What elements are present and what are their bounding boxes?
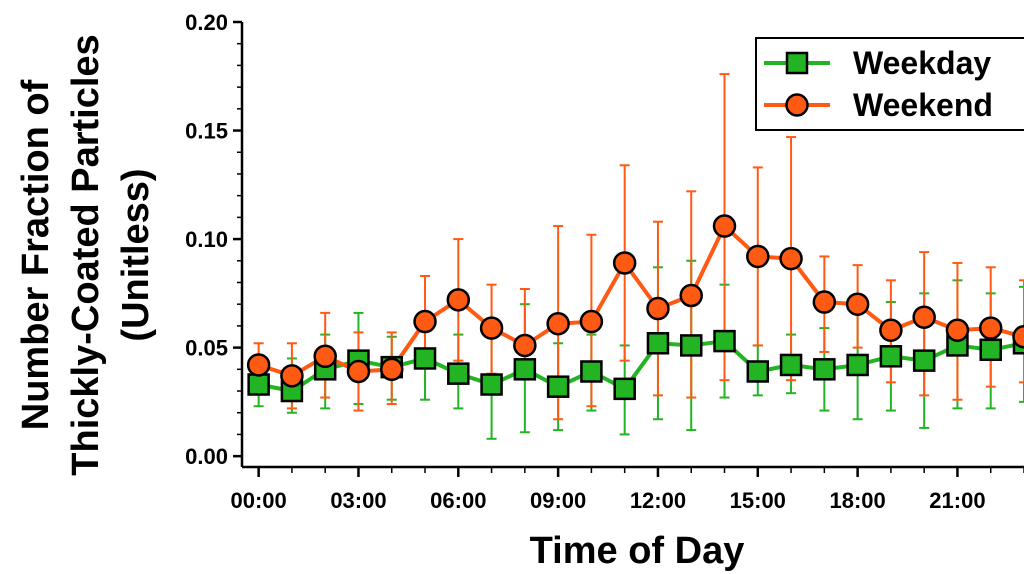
weekend-data-point: [313, 344, 337, 369]
weekend-data-point: [546, 311, 570, 336]
weekday-data-point: [613, 377, 636, 401]
x-axis-title: Time of Day: [530, 530, 745, 572]
data-markers: [246, 214, 1024, 403]
weekend-series-line: [258, 224, 1024, 378]
legend-entry-weekend: Weekend: [764, 87, 993, 123]
weekend-data-point: [612, 251, 637, 275]
legend-label: Weekday: [853, 45, 991, 81]
weekend-data-point: [280, 364, 304, 388]
weekend-data-point: [712, 214, 737, 238]
weekend-data-point: [379, 357, 404, 382]
weekend-data-point: [879, 318, 903, 342]
x-tick-label: 15:00: [730, 488, 786, 513]
weekend-data-point: [1012, 325, 1024, 349]
weekday-data-point: [513, 358, 537, 381]
y-tick-label: 0.10: [185, 227, 228, 252]
weekend-data-point: [679, 283, 703, 308]
weekend-data-point: [746, 244, 770, 269]
weekend-data-point: [978, 316, 1003, 340]
weekday-data-point: [813, 358, 836, 381]
axes: 0.00 0.05 0.10 0.15 0.20 00:00 03:00 06:00 09:00…: [185, 10, 1024, 513]
y-tick-label: 0.15: [185, 119, 228, 144]
y-tick-label: 0.05: [185, 336, 228, 361]
series-lines: [258, 224, 1024, 394]
weekday-data-point: [546, 375, 570, 398]
weekend-data-point: [246, 353, 271, 377]
weekday-data-point: [713, 329, 736, 353]
weekend-data-point: [446, 288, 471, 312]
y-axis-title-line: (Unitless): [115, 168, 157, 341]
weekend-data-point: [646, 296, 670, 321]
x-tick-label: 21:00: [929, 488, 985, 513]
weekday-data-point: [779, 353, 803, 377]
weekday-data-point: [746, 360, 770, 383]
y-axis-title-line: Number Fraction of: [15, 79, 57, 430]
weekday-data-point: [879, 345, 903, 368]
weekend-data-point: [912, 305, 936, 329]
weekend-data-point: [845, 292, 870, 316]
weekend-data-point: [779, 246, 803, 271]
weekday-series-line: [258, 339, 1024, 394]
y-tick-label: 0.00: [185, 444, 228, 469]
weekend-data-point: [945, 318, 970, 342]
y-axis-title: Number Fraction of Thickly-Coated Particl…: [15, 34, 157, 475]
weekday-error-bar: [1019, 285, 1024, 403]
x-tick-label: 18:00: [829, 488, 885, 513]
weekend-data-point: [346, 359, 371, 384]
legend-entry-weekday: Weekday: [764, 45, 991, 81]
weekday-data-point: [247, 373, 270, 396]
weekday-data-point: [846, 353, 869, 377]
x-tick-label: 00:00: [230, 488, 286, 513]
weekday-data-point: [447, 362, 470, 385]
weekday-data-point: [912, 349, 936, 372]
weekday-data-point: [646, 332, 670, 355]
legend-label: Weekend: [853, 87, 993, 123]
weekday-data-point: [679, 334, 703, 357]
y-axis-title-line: Thickly-Coated Particles: [65, 34, 107, 475]
weekday-data-point: [480, 373, 503, 396]
legend: Weekday Weekend: [755, 37, 1024, 131]
x-tick-label: 03:00: [330, 488, 386, 513]
weekend-data-point: [579, 309, 604, 334]
weekend-data-point: [413, 309, 437, 334]
weekend-data-point: [479, 316, 504, 340]
x-tick-label: 09:00: [530, 488, 586, 513]
weekday-data-point: [580, 360, 603, 383]
weekday-data-point: [413, 347, 437, 370]
y-tick-label: 0.20: [185, 10, 228, 35]
x-tick-label: 12:00: [630, 488, 686, 513]
weekend-error-bar: [1019, 279, 1024, 384]
weekday-data-point: [979, 338, 1002, 362]
x-tick-label: 06:00: [430, 488, 486, 513]
weekend-data-point: [812, 290, 837, 314]
weekend-data-point: [513, 333, 537, 358]
